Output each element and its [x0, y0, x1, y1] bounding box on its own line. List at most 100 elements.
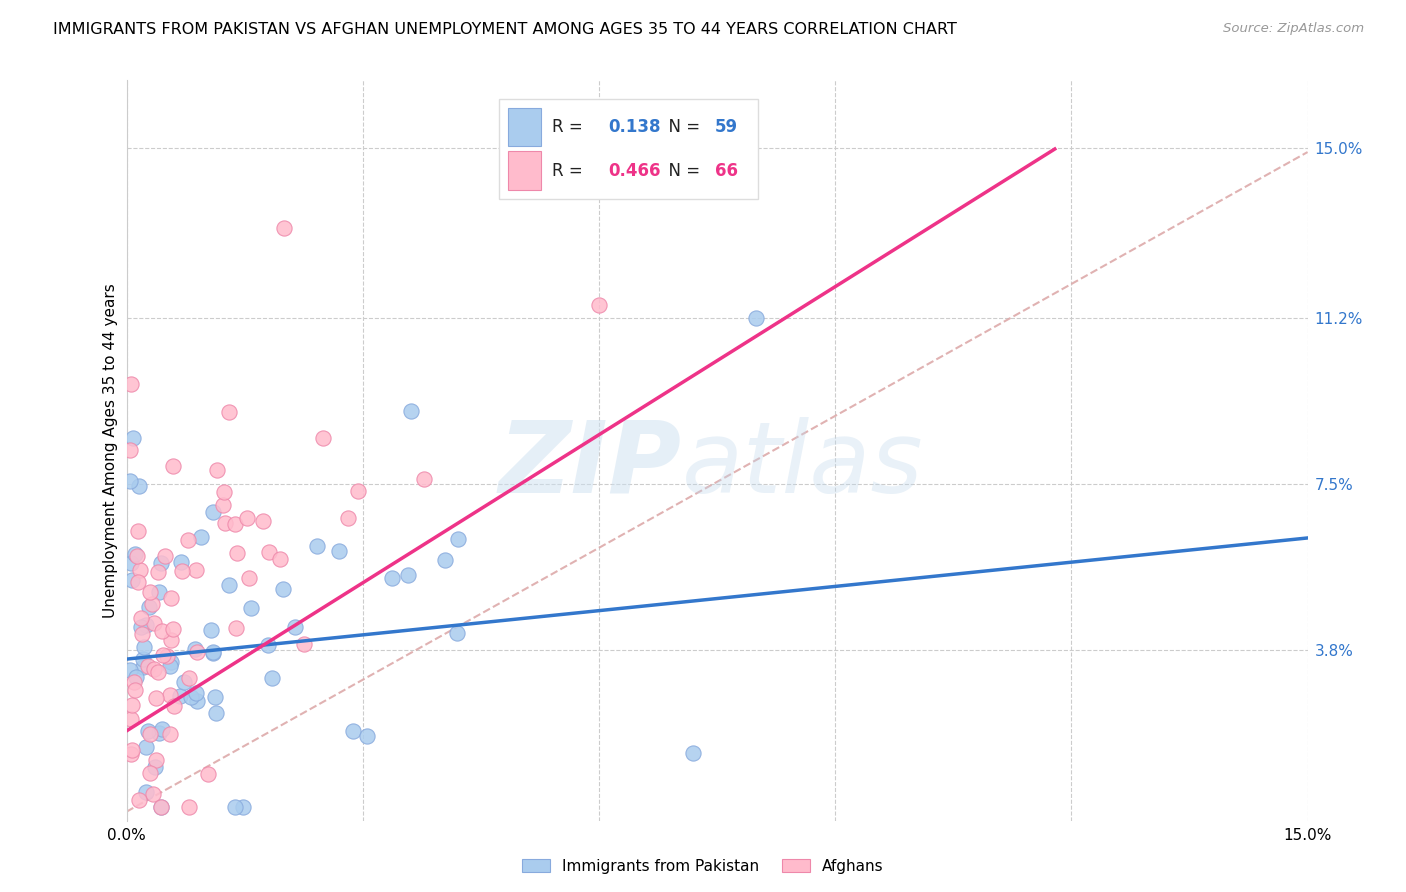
- Point: [159, 688, 181, 702]
- Point: [336, 510, 359, 524]
- Point: [128, 793, 150, 807]
- Point: [148, 726, 170, 740]
- Point: [201, 505, 224, 519]
- Point: [127, 549, 149, 563]
- Point: [148, 585, 170, 599]
- Y-axis label: Unemployment Among Ages 35 to 44 years: Unemployment Among Ages 35 to 44 years: [103, 283, 118, 618]
- Point: [139, 585, 162, 599]
- Point: [239, 601, 262, 615]
- Point: [271, 582, 294, 596]
- Point: [200, 623, 222, 637]
- Point: [347, 484, 370, 499]
- Point: [252, 514, 274, 528]
- Point: [127, 524, 149, 538]
- Point: [160, 633, 183, 648]
- Point: [159, 727, 181, 741]
- Text: R =: R =: [551, 161, 588, 179]
- Point: [328, 544, 350, 558]
- Point: [138, 765, 160, 780]
- Point: [588, 298, 610, 312]
- Point: [124, 682, 146, 697]
- Point: [135, 739, 157, 754]
- Point: [136, 724, 159, 739]
- Point: [204, 690, 226, 705]
- Point: [745, 311, 768, 326]
- Point: [682, 747, 704, 761]
- FancyBboxPatch shape: [499, 99, 758, 199]
- Point: [260, 671, 283, 685]
- Point: [135, 785, 157, 799]
- Point: [202, 646, 225, 660]
- Point: [172, 564, 194, 578]
- Point: [269, 552, 291, 566]
- FancyBboxPatch shape: [508, 152, 541, 190]
- Point: [292, 637, 315, 651]
- Point: [186, 645, 208, 659]
- Point: [160, 591, 183, 605]
- Point: [149, 800, 172, 814]
- Point: [184, 641, 207, 656]
- Point: [225, 621, 247, 635]
- Point: [122, 675, 145, 690]
- Text: 0.138: 0.138: [609, 118, 661, 136]
- Point: [412, 472, 434, 486]
- Point: [150, 722, 173, 736]
- Point: [134, 640, 156, 654]
- Point: [156, 648, 179, 663]
- Point: [205, 706, 228, 720]
- Point: [434, 553, 457, 567]
- Point: [139, 727, 162, 741]
- Point: [131, 660, 153, 674]
- Text: 59: 59: [714, 118, 738, 136]
- Text: N =: N =: [658, 161, 706, 179]
- Point: [121, 742, 143, 756]
- Text: N =: N =: [658, 118, 706, 136]
- Point: [190, 530, 212, 544]
- Point: [138, 599, 160, 614]
- Point: [170, 555, 193, 569]
- Point: [124, 548, 146, 562]
- Point: [146, 565, 169, 579]
- Point: [120, 712, 142, 726]
- Point: [122, 431, 145, 445]
- Text: atlas: atlas: [682, 417, 924, 514]
- Point: [128, 563, 150, 577]
- Point: [153, 549, 176, 563]
- Point: [224, 800, 246, 814]
- Point: [131, 652, 153, 666]
- Point: [141, 597, 163, 611]
- Point: [141, 787, 163, 801]
- Point: [120, 556, 142, 570]
- Point: [160, 655, 183, 669]
- Point: [284, 620, 307, 634]
- Point: [232, 800, 254, 814]
- Point: [163, 699, 186, 714]
- Point: [150, 624, 173, 639]
- Text: ZIP: ZIP: [499, 417, 682, 514]
- Point: [207, 463, 229, 477]
- Point: [186, 694, 208, 708]
- Point: [149, 556, 172, 570]
- Text: 66: 66: [714, 161, 738, 179]
- Point: [143, 615, 166, 630]
- Point: [305, 539, 328, 553]
- Point: [129, 610, 152, 624]
- Text: R =: R =: [551, 118, 588, 136]
- Point: [186, 563, 208, 577]
- Point: [396, 567, 419, 582]
- Point: [311, 431, 333, 445]
- Point: [446, 626, 468, 640]
- Point: [225, 546, 247, 560]
- Point: [134, 618, 156, 632]
- Point: [143, 760, 166, 774]
- Point: [342, 723, 364, 738]
- Point: [177, 800, 200, 814]
- Point: [121, 573, 143, 587]
- Point: [201, 645, 224, 659]
- FancyBboxPatch shape: [508, 108, 541, 146]
- Point: [120, 377, 142, 392]
- Point: [446, 532, 468, 546]
- Point: [152, 648, 174, 662]
- Point: [120, 747, 142, 762]
- Point: [212, 484, 235, 499]
